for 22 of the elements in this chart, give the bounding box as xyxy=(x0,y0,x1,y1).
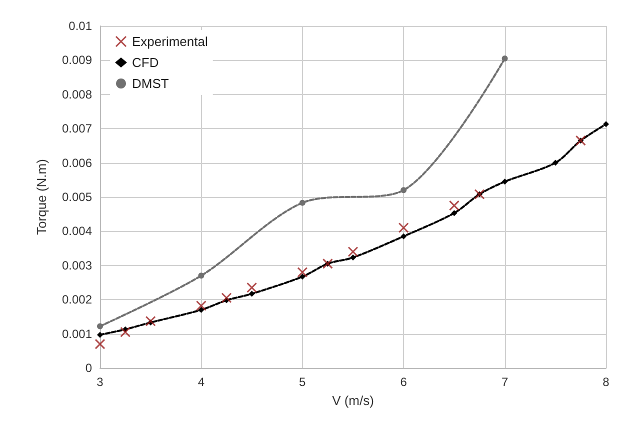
x-tick-label: 7 xyxy=(501,375,508,389)
x-axis-title: V (m/s) xyxy=(332,393,374,408)
y-tick-label: 0.008 xyxy=(62,87,92,102)
y-tick-label: 0.003 xyxy=(62,258,92,272)
x-tick-label: 3 xyxy=(96,375,104,389)
y-tick-label: 0.002 xyxy=(62,292,92,307)
y-tick-label: 0.009 xyxy=(62,53,92,68)
x-tick-label: 5 xyxy=(299,375,306,389)
y-tick-label: 0.007 xyxy=(62,122,92,136)
x-tick-label: 8 xyxy=(602,375,610,389)
y-tick-label: 0.01 xyxy=(68,19,92,33)
legend-label: DMST xyxy=(132,76,169,91)
legend-label: Experimental xyxy=(132,34,208,49)
y-tick-label: 0.006 xyxy=(62,156,92,170)
y-tick-label: 0.004 xyxy=(62,224,92,238)
y-axis-title: Torque (N.m) xyxy=(34,159,49,235)
y-tick-label: 0.005 xyxy=(62,190,92,204)
x-tick-label: 4 xyxy=(198,375,205,389)
x-tick-label: 6 xyxy=(400,375,408,389)
y-tick-label: 0 xyxy=(85,361,92,375)
legend-label: CFD xyxy=(132,55,159,70)
y-tick-label: 0.001 xyxy=(62,326,92,341)
